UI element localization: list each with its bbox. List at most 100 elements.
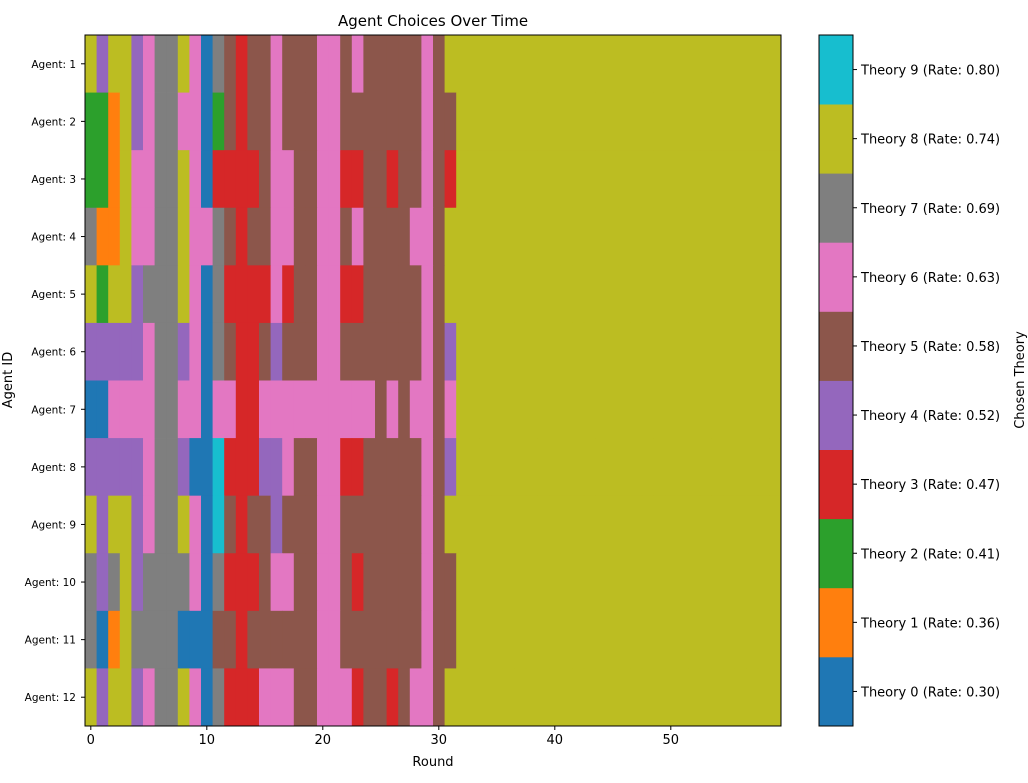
heatmap-cell (177, 553, 190, 612)
heatmap-cell (409, 92, 422, 151)
heatmap-cell (201, 553, 213, 612)
heatmap-cell (421, 35, 434, 93)
heatmap-cell (514, 495, 527, 554)
y-tick-label: Agent: 10 (25, 577, 76, 589)
heatmap-cell (479, 35, 492, 93)
heatmap-cell (711, 380, 724, 439)
heatmap-cell (166, 438, 179, 497)
heatmap-cell (398, 438, 411, 497)
heatmap-cell (398, 610, 411, 669)
heatmap-cell (491, 495, 503, 554)
heatmap-cell (630, 668, 643, 727)
heatmap-cell (282, 35, 295, 93)
heatmap-cell (259, 150, 271, 209)
heatmap-cell (618, 495, 631, 554)
heatmap-cell (351, 610, 364, 669)
heatmap-cell (96, 150, 109, 209)
y-tick-label: Agent: 5 (31, 289, 76, 301)
heatmap-cell (259, 92, 271, 151)
heatmap-cell (769, 265, 782, 324)
heatmap-cell (746, 610, 759, 669)
heatmap-cell (154, 610, 167, 669)
heatmap-cell (746, 495, 759, 554)
heatmap-cell (560, 495, 573, 554)
heatmap-cell (212, 207, 225, 266)
heatmap-cell (641, 35, 654, 93)
heatmap-cell (537, 92, 550, 151)
heatmap-cell (595, 322, 608, 381)
heatmap-cell (340, 92, 353, 151)
heatmap-cell (699, 380, 712, 439)
heatmap-cell (607, 92, 619, 151)
heatmap-cell (143, 380, 155, 439)
heatmap-cell (235, 438, 248, 497)
heatmap-cell (340, 610, 353, 669)
heatmap-cell (259, 495, 271, 554)
heatmap-cell (757, 150, 770, 209)
heatmap-cell (607, 438, 619, 497)
heatmap-cell (479, 380, 492, 439)
colorbar-segment (819, 380, 853, 450)
heatmap-cell (630, 35, 643, 93)
heatmap-cell (595, 35, 608, 93)
heatmap-cell (688, 35, 701, 93)
heatmap-cell (375, 207, 387, 266)
heatmap-cell (595, 150, 608, 209)
heatmap-cell (305, 438, 318, 497)
colorbar-tick-label: Theory 6 (Rate: 0.63) (860, 271, 1000, 286)
heatmap-cell (723, 92, 735, 151)
heatmap-cell (491, 610, 503, 669)
heatmap-cell (398, 265, 411, 324)
heatmap-cell (398, 668, 411, 727)
heatmap-cell (537, 380, 550, 439)
heatmap-cell (630, 380, 643, 439)
heatmap-cell (479, 322, 492, 381)
y-axis-ticks: Agent: 1 Agent: 2 Agent: 3 Agent: 4 Agent: 5… (25, 59, 85, 704)
heatmap-cell (699, 322, 712, 381)
colorbar: Theory 0 (Rate: 0.30) Theory 1 (Rate: 0.3… (818, 34, 1000, 727)
heatmap-cell (328, 322, 341, 381)
heatmap-cell (409, 610, 422, 669)
heatmap-cell (549, 495, 561, 554)
heatmap-cell (282, 150, 295, 209)
heatmap-cell (386, 150, 399, 209)
heatmap-cell (409, 35, 422, 93)
heatmap-cell (340, 495, 353, 554)
heatmap-cell (375, 495, 387, 554)
heatmap-cell (491, 380, 503, 439)
heatmap-cell (467, 668, 480, 727)
heatmap-cell (502, 207, 515, 266)
heatmap-cell (502, 35, 515, 93)
heatmap-cell (108, 438, 121, 497)
heatmap-cell (699, 207, 712, 266)
heatmap-cell (96, 380, 109, 439)
heatmap-cell (305, 322, 318, 381)
heatmap-cell (665, 35, 677, 93)
y-tick-label: Agent: 11 (25, 635, 76, 647)
x-tick-label: 20 (315, 733, 332, 748)
heatmap-cell (375, 380, 387, 439)
heatmap-cell (688, 92, 701, 151)
heatmap-cell (746, 92, 759, 151)
heatmap-cell (433, 668, 445, 727)
heatmap-cell (456, 610, 469, 669)
heatmap-cell (572, 92, 585, 151)
heatmap-cell (85, 553, 97, 612)
heatmap-cell (201, 610, 213, 669)
heatmap-cell (421, 553, 434, 612)
heatmap-cell (154, 495, 167, 554)
heatmap-cell (351, 207, 364, 266)
heatmap-cell (154, 380, 167, 439)
heatmap-cell (456, 92, 469, 151)
heatmap-cell (421, 610, 434, 669)
y-tick-label: Agent: 12 (25, 692, 76, 704)
heatmap-cell (746, 150, 759, 209)
heatmap-cell (467, 380, 480, 439)
heatmap-cell (514, 380, 527, 439)
heatmap-cell (85, 150, 97, 209)
heatmap-cell (514, 610, 527, 669)
heatmap-cell (212, 553, 225, 612)
heatmap-cell (630, 553, 643, 612)
heatmap-cell (491, 668, 503, 727)
heatmap-cell (351, 92, 364, 151)
